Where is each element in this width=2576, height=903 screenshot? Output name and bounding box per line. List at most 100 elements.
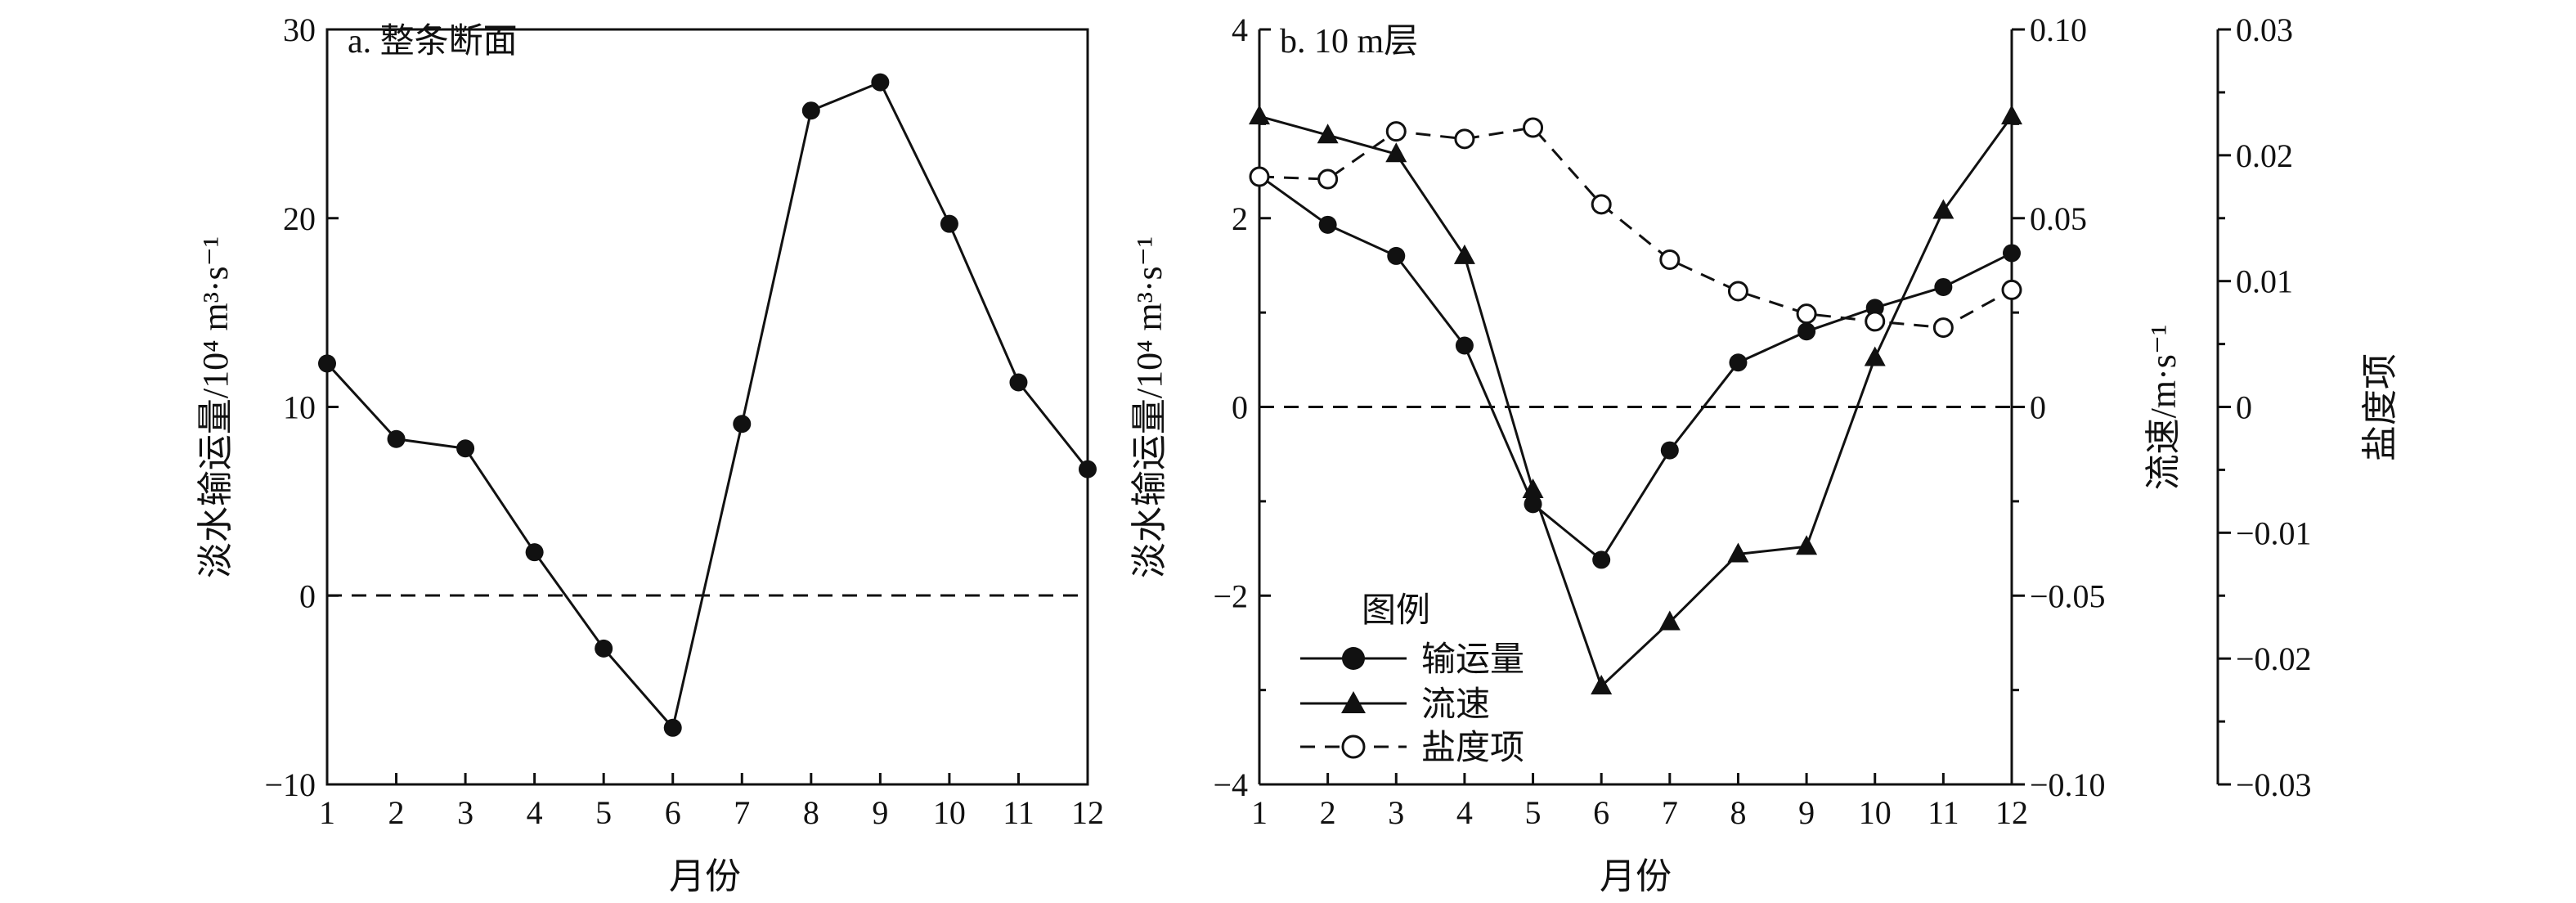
panel-a-point	[663, 718, 682, 737]
panel-b-left-axis-label: 淡水输运量/10⁴ m³·s⁻¹	[1129, 236, 1169, 578]
panel-a-x-axis-label: 月份	[669, 856, 741, 896]
panel-a-plot-frame	[325, 28, 1089, 786]
legend-marker-salinity	[1341, 735, 1366, 759]
panel-a-point	[387, 429, 406, 448]
transport-point	[2003, 244, 2021, 263]
panel-b-velocity-tick-label: −0.05	[2030, 577, 2106, 614]
panel-b-x-tick-label: 5	[1525, 794, 1542, 831]
panel-b-salinity-ticks: −0.03 −0.02 −0.01 0 0.01 0.02 0.03	[2218, 11, 2312, 803]
panel-b-x-tick-label: 1	[1251, 794, 1268, 831]
salinity-point	[1249, 166, 1270, 187]
panel-b-salinity-tick-label: −0.02	[2236, 640, 2312, 677]
transport-point	[1934, 277, 1953, 296]
salinity-point	[1317, 168, 1339, 190]
panel-b-salinity-tick-label: 0.02	[2236, 137, 2293, 174]
panel-b-x-tick-label: 8	[1730, 794, 1746, 831]
panel-b-x-ticks: 1 2 3 4 5 6 7 8 9 10 11 12	[1251, 773, 2028, 831]
panel-b-velocity-tick-label: 0	[2030, 389, 2046, 426]
panel-b-title: b. 10 m层	[1280, 23, 1418, 61]
velocity-point	[1864, 346, 1886, 366]
legend-label-velocity: 流速	[1421, 686, 1490, 724]
legend-marker-transport	[1342, 647, 1365, 670]
panel-a-title: a. 整条断面	[348, 23, 518, 61]
velocity-point	[1658, 610, 1681, 631]
panel-a-point	[940, 214, 958, 233]
panel-a-x-tick-label: 7	[734, 794, 750, 831]
panel-b-x-tick-label: 3	[1388, 794, 1404, 831]
legend-item-transport: 输运量	[1300, 641, 1524, 679]
panel-a-y-tick-label: 20	[283, 200, 316, 237]
legend: 图例 输运量 流速 盐度项	[1300, 592, 1524, 767]
velocity-point	[1591, 675, 1613, 695]
velocity-point	[1796, 535, 1818, 555]
panel-b-salinity-tick-label: −0.01	[2236, 514, 2312, 551]
salinity-point	[1385, 121, 1407, 142]
panel-a-x-tick-label: 5	[595, 794, 612, 831]
panel-b-x-tick-label: 12	[1995, 794, 2028, 831]
salinity-point	[1454, 128, 1475, 150]
legend-label-transport: 输运量	[1421, 641, 1524, 679]
panel-b-y-tick-label: −2	[1213, 577, 1248, 614]
velocity-point	[1249, 105, 1270, 125]
panel-a-point	[525, 543, 544, 562]
panel-b-y-tick-label: 2	[1232, 200, 1248, 237]
panel-a-x-tick-label: 10	[933, 794, 966, 831]
panel-a-y-tick-label: 10	[283, 389, 316, 426]
panel-a-y-ticks: −10 0 10 20 30	[264, 11, 339, 803]
panel-b-points	[1249, 105, 2022, 695]
panel-b-y-tick-label: −4	[1213, 766, 1248, 803]
velocity-point	[1522, 478, 1544, 499]
panel-a-x-tick-label: 3	[457, 794, 473, 831]
transport-point	[1592, 550, 1611, 569]
transport-point	[1660, 441, 1679, 460]
legend-label-salinity: 盐度项	[1421, 730, 1524, 767]
panel-b-y-ticks: −4 −2 0 2 4	[1213, 11, 1271, 803]
panel-a-points	[318, 73, 1097, 737]
transport-point	[1318, 215, 1337, 234]
panel-b-velocity-tick-label: 0.05	[2030, 200, 2087, 237]
panel-a-point	[1079, 460, 1097, 478]
panel-a-point	[801, 101, 820, 120]
panel-a-x-tick-label: 4	[527, 794, 543, 831]
panel-a-y-tick-label: 30	[283, 11, 316, 48]
panel-a-point	[595, 639, 613, 658]
transport-point	[1524, 495, 1542, 514]
salinity-point	[2001, 279, 2022, 300]
panel-b-salinity-tick-label: 0.03	[2236, 11, 2293, 48]
salinity-point	[1796, 303, 1817, 325]
panel-b-salinity-tick-label: 0.01	[2236, 263, 2293, 300]
panel-a-x-tick-label: 1	[319, 794, 335, 831]
transport-point	[1797, 322, 1816, 341]
panel-a-point	[733, 415, 752, 434]
legend-title: 图例	[1362, 592, 1430, 630]
panel-b-x-tick-label: 11	[1928, 794, 1959, 831]
salinity-point	[1727, 281, 1748, 302]
panel-a-y-axis-label: 淡水输运量/10⁴ m³·s⁻¹	[195, 236, 236, 578]
panel-a-point	[1009, 373, 1028, 392]
panel-a-x-tick-label: 12	[1071, 794, 1104, 831]
panel-b-x-axis-label: 月份	[1600, 856, 1672, 896]
panel-a-x-tick-label: 11	[1003, 794, 1034, 831]
series-line-transport	[1259, 174, 2013, 562]
panel-a-y-tick-label: 0	[299, 577, 316, 614]
panel-b-x-tick-label: 4	[1456, 794, 1473, 831]
panel-a-x-tick-label: 2	[388, 794, 405, 831]
velocity-point	[1932, 199, 1954, 219]
legend-marker-velocity	[1341, 691, 1366, 713]
panel-a-series-line	[325, 80, 1089, 730]
panel-b-salinity-tick-label: 0	[2236, 389, 2252, 426]
series-line-velocity	[1259, 115, 2013, 689]
panel-b-x-tick-label: 7	[1662, 794, 1678, 831]
panel-b-y-tick-label: 0	[1232, 389, 1248, 426]
panel-b-x-tick-label: 6	[1593, 794, 1609, 831]
velocity-point	[1453, 244, 1475, 264]
velocity-point	[1317, 124, 1339, 144]
panel-b-x-tick-label: 2	[1320, 794, 1336, 831]
salinity-point	[1865, 311, 1886, 332]
series-line-salinity	[1259, 126, 2013, 330]
panel-a-point	[871, 73, 890, 92]
panel-a-x-tick-label: 6	[665, 794, 681, 831]
